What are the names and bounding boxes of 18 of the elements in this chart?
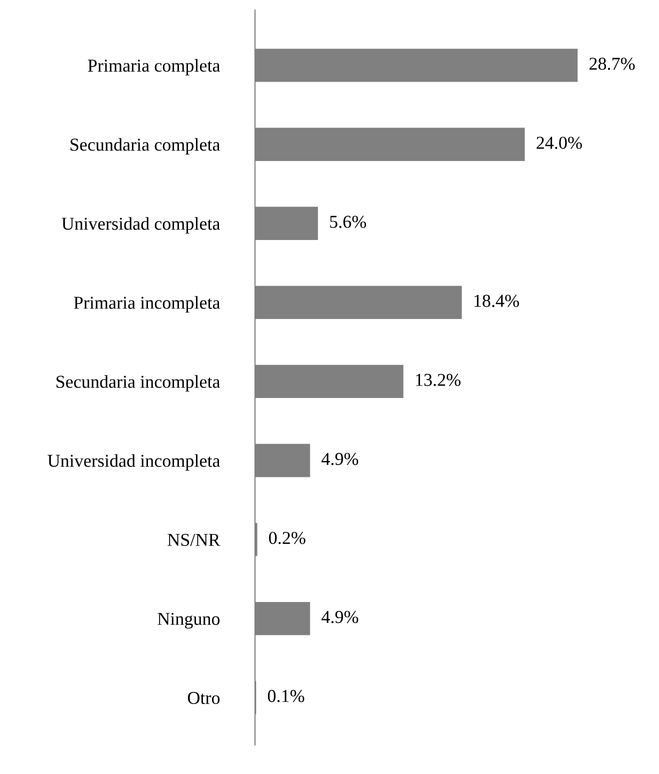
data-label: 24.0% — [536, 136, 582, 149]
data-label: 0.2% — [269, 532, 306, 544]
y-tick-label: Secundaria incompleta — [56, 375, 220, 392]
data-label: 18.4% — [474, 294, 519, 308]
data-label: 4.9% — [322, 452, 358, 466]
y-tick-label: Ninguno — [158, 612, 220, 629]
y-tick-label: Primaria incompleta — [74, 296, 220, 313]
data-label: 4.9% — [322, 610, 358, 624]
y-tick-label: Universidad incompleta — [48, 454, 220, 471]
data-label: 28.7% — [590, 58, 635, 70]
data-label: 13.2% — [416, 374, 461, 386]
y-tick-label: Secundaria completa — [70, 138, 220, 154]
y-tick-label: Otro — [188, 692, 220, 704]
y-tick-label: NS/NR — [168, 534, 220, 546]
data-label: 5.6% — [330, 216, 366, 228]
y-tick-label: Primaria completa — [88, 59, 220, 76]
y-tick-label: Universidad completa — [62, 217, 220, 234]
data-label: 0.1% — [268, 690, 304, 702]
